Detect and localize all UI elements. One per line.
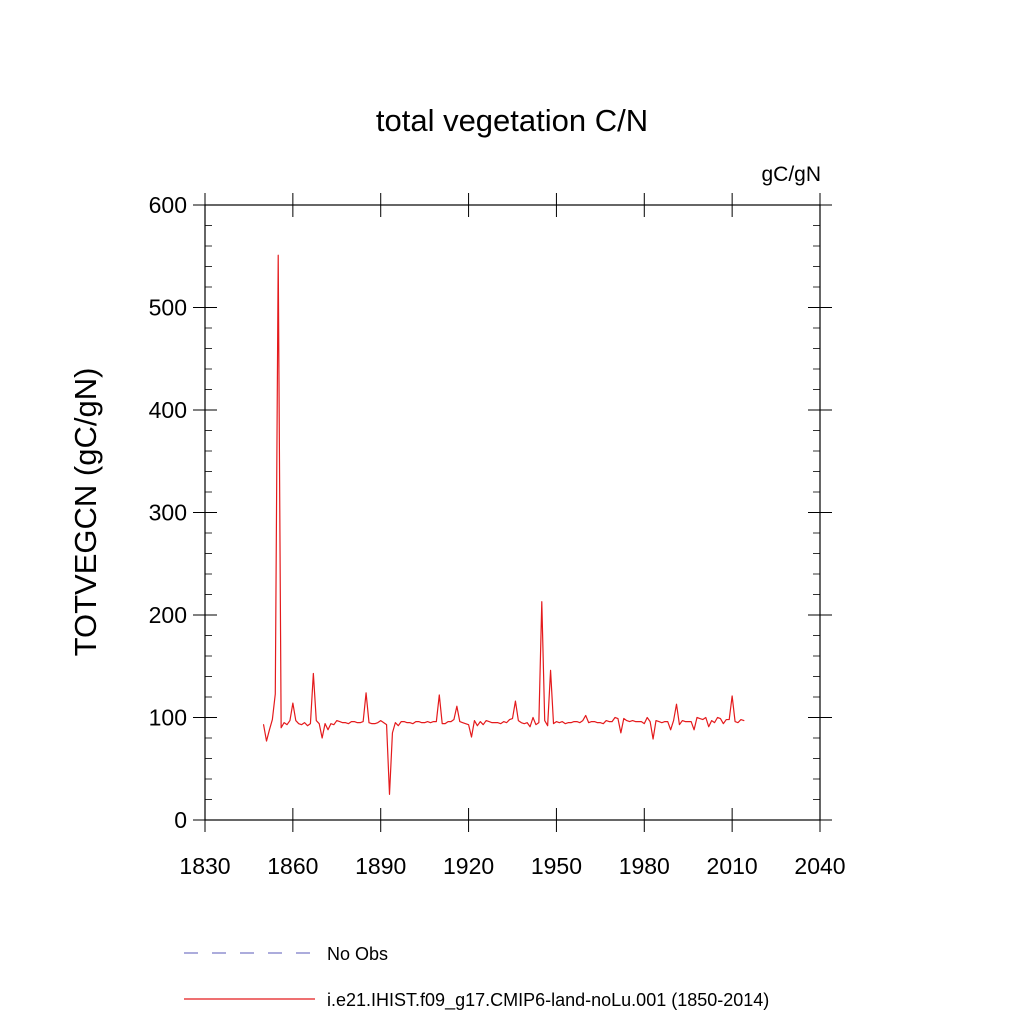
legend-layer: No Obs i.e21.IHIST.f09_g17.CMIP6-land-noL… (184, 944, 769, 1011)
x-tick-label: 1920 (443, 853, 494, 879)
units-label: gC/gN (761, 163, 821, 186)
axes-layer (204, 204, 821, 821)
tick-labels-layer: 0 100 200 300 400 500 600 1830 1860 1890 1920 1950 1… (149, 192, 846, 879)
x-tick-label: 1860 (267, 853, 318, 879)
y-tick-label: 400 (149, 397, 187, 423)
legend-series-label: i.e21.IHIST.f09_g17.CMIP6-land-noLu.001 … (327, 990, 769, 1011)
series-line (262, 254, 745, 795)
chart-title: total vegetation C/N (376, 103, 648, 138)
series-layer (262, 254, 745, 795)
x-tick-label: 1980 (619, 853, 670, 879)
x-tick-label: 2010 (707, 853, 758, 879)
y-tick-label: 500 (149, 295, 187, 321)
x-tick-label: 1830 (179, 853, 230, 879)
y-tick-label: 0 (174, 807, 187, 833)
legend-no-obs-label: No Obs (327, 944, 388, 964)
x-tick-label: 2040 (794, 853, 845, 879)
y-tick-label: 600 (149, 192, 187, 218)
y-tick-label: 300 (149, 500, 187, 526)
x-tick-label: 1950 (531, 853, 582, 879)
plot-frame (204, 204, 821, 821)
x-tick-label: 1890 (355, 853, 406, 879)
y-axis-label: TOTVEGCN (gC/gN) (68, 368, 103, 657)
ticks-layer (193, 193, 832, 832)
y-tick-label: 100 (149, 705, 187, 731)
y-tick-label: 200 (149, 602, 187, 628)
